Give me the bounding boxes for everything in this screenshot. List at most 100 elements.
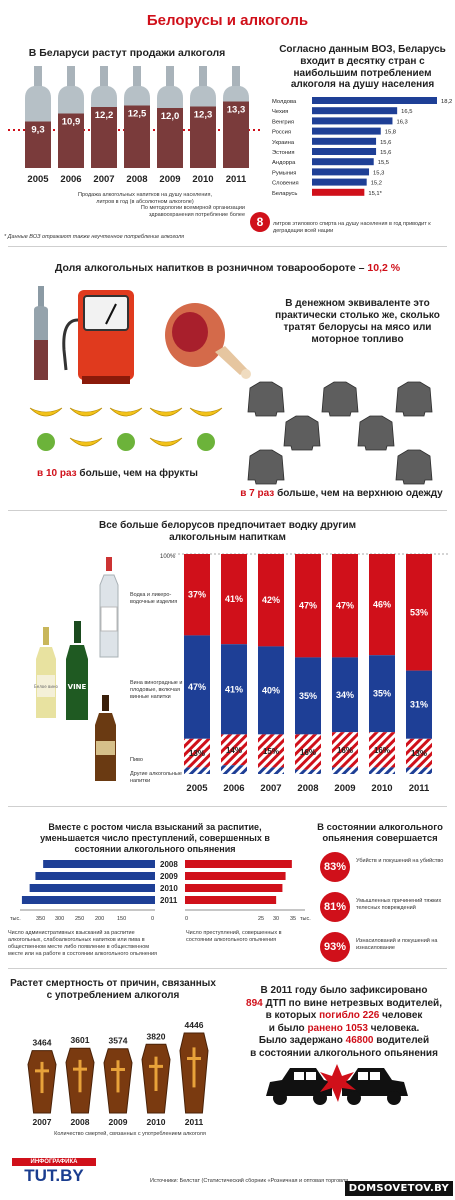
bottle-neck bbox=[199, 66, 207, 86]
year-label: 2008 bbox=[71, 1117, 90, 1127]
vodka-stacked-chart: 100% 37% 47% 13% 2005 41% 41% 14% 2006 42% 40% 15% 2… bbox=[160, 553, 448, 794]
bottle-value-label: 12,0 bbox=[161, 111, 180, 122]
bottle-neck bbox=[100, 66, 108, 86]
year-label: 2009 bbox=[159, 174, 180, 185]
wine-segment-label: 40% bbox=[262, 685, 280, 695]
year-label: 2011 bbox=[409, 783, 430, 794]
year-label: 2010 bbox=[371, 783, 392, 794]
dtp-line-2: 894 ДТП по вине нетрезвых водителей, bbox=[238, 998, 450, 1011]
beer-bottle-icon bbox=[95, 695, 116, 781]
who-heading: Согласно данным ВОЗ, Беларусь входит в д… bbox=[279, 44, 446, 91]
dtp-line-4: и было ранено 1053 человека. bbox=[238, 1023, 450, 1036]
country-value: 16,5 bbox=[401, 109, 412, 115]
banana-icon bbox=[29, 407, 63, 417]
crime-bar bbox=[185, 860, 292, 868]
sales-caption: Продажа алкогольных напитков на душу нас… bbox=[78, 192, 212, 205]
cross-icon bbox=[111, 1067, 125, 1071]
deaths-coffin-chart: 3464 2007 3601 2008 3574 2009 3820 2010 4446 2011 bbox=[27, 1020, 209, 1127]
country-bar bbox=[312, 117, 393, 125]
coat-icon bbox=[247, 449, 285, 485]
left-tick: 150 bbox=[117, 916, 126, 922]
divider bbox=[8, 246, 447, 247]
cross-icon bbox=[149, 1064, 163, 1068]
crime-left-caption: Число административных взысканий за расп… bbox=[8, 930, 157, 957]
white-wine-bottle-icon: Белое вино bbox=[34, 627, 59, 718]
coat-icon bbox=[247, 381, 285, 417]
wine-segment-label: 35% bbox=[299, 691, 317, 701]
dtp-detained: 46800 bbox=[345, 1035, 374, 1046]
year-label: 2007 bbox=[33, 1117, 52, 1127]
coat-icon bbox=[395, 449, 433, 485]
drinks-bottles: Белое вино VINE bbox=[34, 557, 119, 781]
cross-icon bbox=[192, 1047, 196, 1088]
year-label: 2008 bbox=[160, 860, 178, 869]
penalty-bar bbox=[35, 872, 155, 880]
bottle-neck bbox=[166, 66, 174, 86]
red-wine-label: VINE bbox=[68, 683, 87, 691]
retail-heading: Доля алкогольных напитков в розничном то… bbox=[0, 262, 455, 274]
sales-footnote: * Данные ВОЗ отражают также неучтенное п… bbox=[4, 234, 185, 240]
country-label: Беларусь bbox=[272, 191, 297, 197]
year-label: 2009 bbox=[109, 1117, 128, 1127]
wine-segment bbox=[332, 657, 358, 733]
penalty-bar bbox=[43, 860, 156, 868]
crime-heading: Вместе с ростом числа взысканий за распи… bbox=[40, 822, 270, 854]
beer-segment-label: 13% bbox=[411, 749, 427, 758]
label-wine: Вина виноградные и плодовые, включая вин… bbox=[130, 680, 183, 700]
beer-segment bbox=[184, 738, 210, 768]
dtp-text: В 2011 году было зафиксировано 894 ДТП п… bbox=[238, 985, 450, 1060]
clothes-text: в 7 раз больше, чем на верхнюю одежду bbox=[228, 488, 455, 499]
country-bar bbox=[312, 137, 377, 145]
bottle-value-label: 12,3 bbox=[194, 110, 213, 121]
beer-segment-label: 16% bbox=[300, 748, 316, 757]
country-value: 15,8 bbox=[385, 130, 396, 136]
dtp-accidents: 894 bbox=[246, 997, 263, 1009]
wine-segment bbox=[369, 655, 395, 733]
vodka-heading: Все больше белорусов предпочитает водку … bbox=[98, 520, 357, 543]
bottle-value-label: 12,2 bbox=[95, 110, 114, 121]
sales-heading: В Беларуси растут продажи алкоголя bbox=[28, 47, 226, 59]
cross-icon bbox=[187, 1057, 201, 1060]
crime-bar bbox=[185, 884, 283, 892]
country-bar bbox=[312, 178, 367, 186]
state-pct-circle: 83% bbox=[320, 852, 350, 882]
crime-butterfly-chart: 2008 2009 2010 2011 тыс. 350 300 250 200 150 0 0 25 3… bbox=[10, 860, 311, 922]
page-title: Белорусы и алкоголь bbox=[146, 12, 309, 29]
left-tick: 0 bbox=[151, 916, 154, 922]
retail-text: В денежном эквиваленте это практически с… bbox=[275, 298, 440, 345]
year-label: 2007 bbox=[260, 783, 281, 794]
country-bar bbox=[312, 107, 398, 115]
right-tick: 0 bbox=[185, 916, 188, 922]
right-tick: тыс. bbox=[300, 916, 311, 922]
left-tick: 350 bbox=[36, 916, 45, 922]
banana-icon bbox=[69, 437, 103, 447]
beer-segment bbox=[406, 738, 432, 768]
state-pct-circle: 93% bbox=[320, 932, 350, 962]
wine-segment bbox=[295, 657, 321, 735]
fruits-grid bbox=[29, 407, 223, 451]
left-tick: 250 bbox=[75, 916, 84, 922]
dtp-line-4a: и было bbox=[268, 1022, 305, 1034]
death-value-label: 3574 bbox=[109, 1036, 128, 1046]
coat-icon bbox=[321, 381, 359, 417]
year-label: 2009 bbox=[334, 783, 355, 794]
country-bar bbox=[312, 158, 374, 166]
coat-icon bbox=[283, 415, 321, 451]
white-wine-label: Белое вино bbox=[34, 684, 59, 689]
cross-icon bbox=[154, 1056, 158, 1092]
bottle-fill-bar bbox=[25, 121, 51, 168]
who-badge: 8 bbox=[250, 212, 270, 232]
bottle-icon bbox=[34, 286, 48, 380]
apple-icon bbox=[37, 433, 55, 451]
death-value-label: 3601 bbox=[71, 1035, 90, 1045]
sales-bottles-chart: 9,3 2005 10,9 2006 12,2 2007 12,5 2008 12,0 2009 1… bbox=[8, 66, 262, 185]
wine-segment-label: 34% bbox=[336, 690, 354, 700]
wine-segment-label: 47% bbox=[188, 682, 206, 692]
bottle-neck bbox=[232, 66, 240, 86]
label-other: Другие алкогольные напитки bbox=[130, 771, 182, 784]
dtp-line-5a: Было задержано bbox=[258, 1035, 343, 1046]
axis-100-label: 100% bbox=[160, 554, 176, 560]
dtp-line-3: в которых погибло 226 человек bbox=[238, 1010, 450, 1023]
deaths-heading: Растет смертность от причин, связанных с… bbox=[10, 978, 216, 1001]
dtp-line-4b: человека. bbox=[370, 1022, 420, 1034]
